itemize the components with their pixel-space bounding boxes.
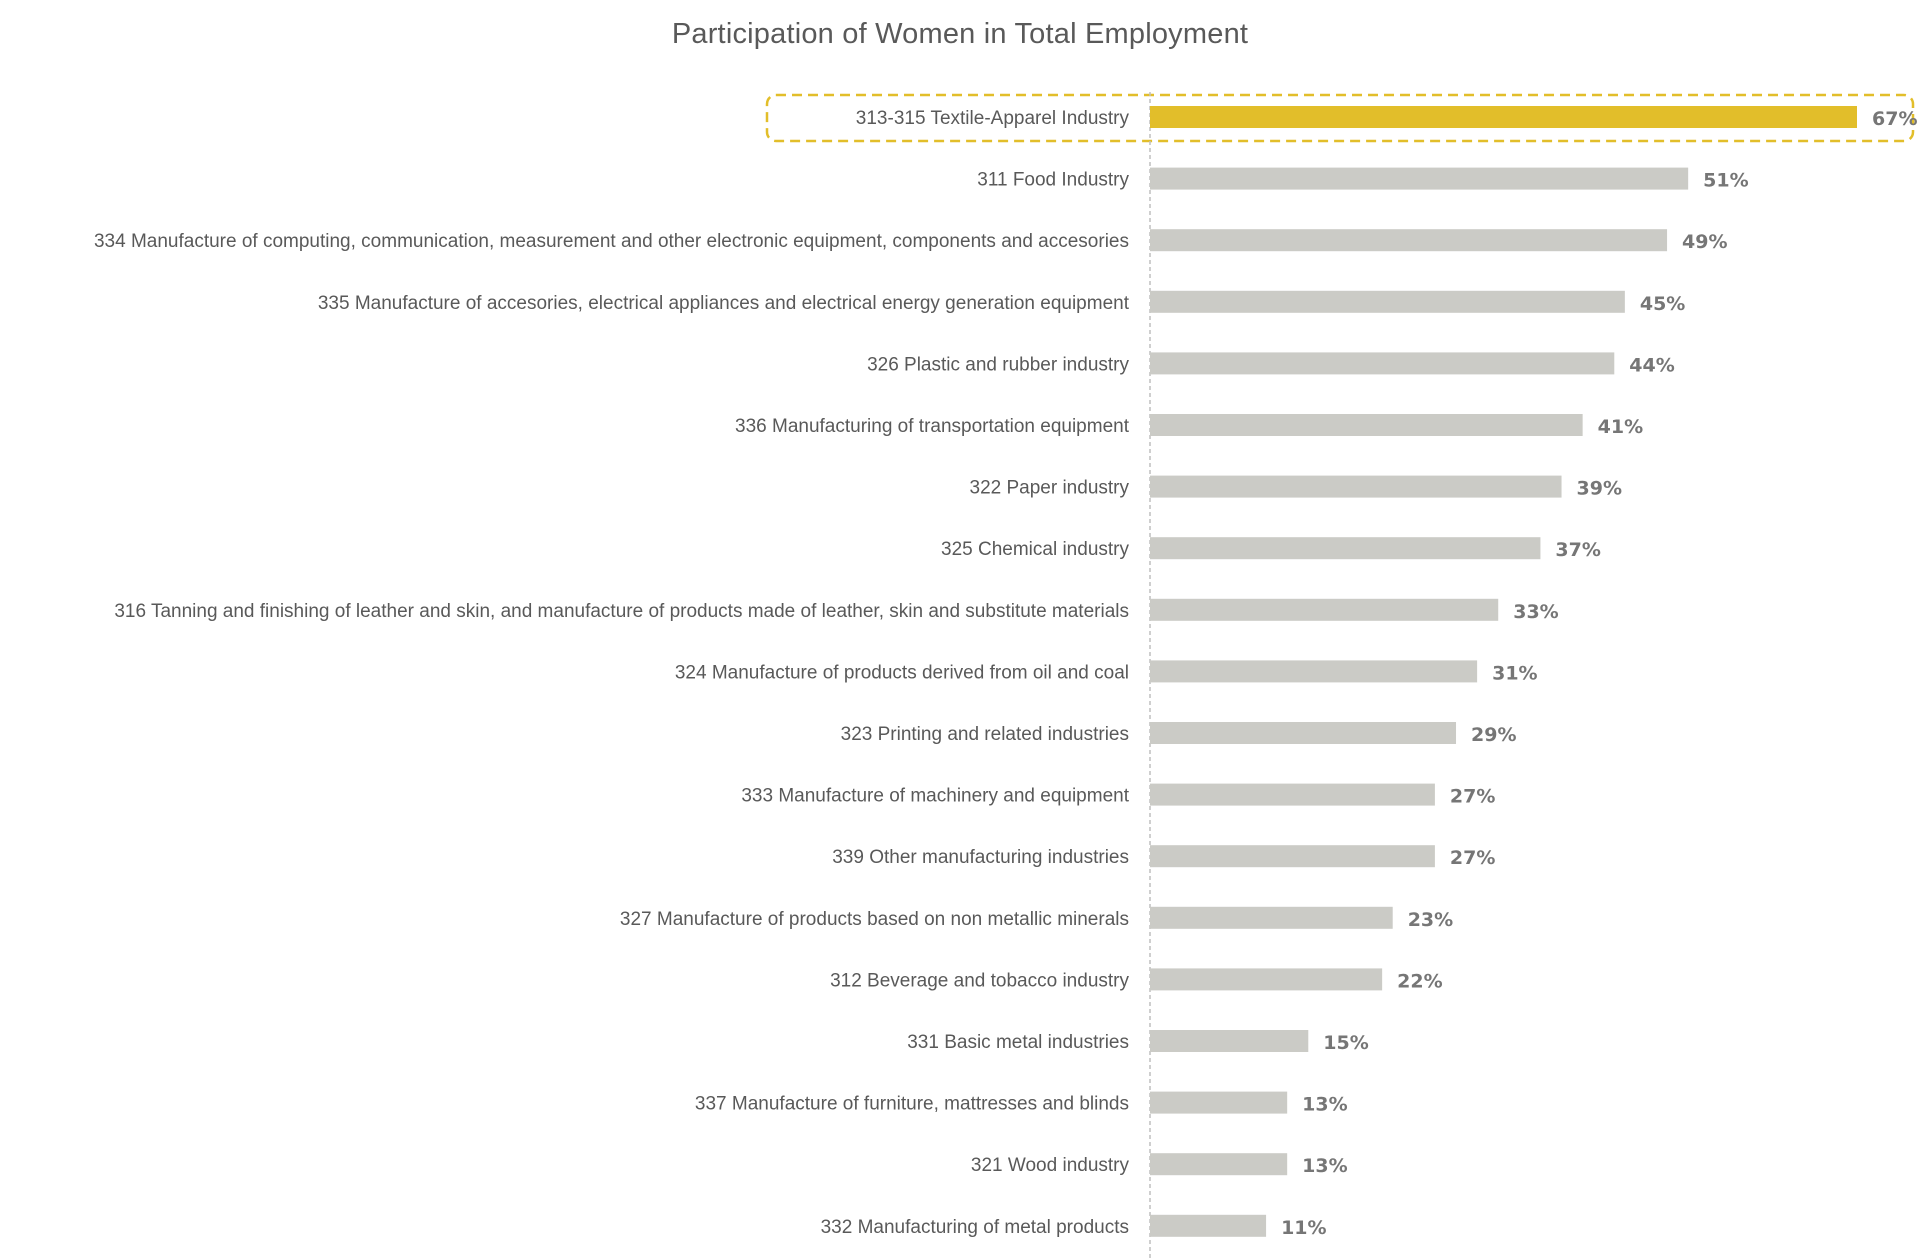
category-label: 336 Manufacturing of transportation equi… (735, 416, 1130, 437)
value-label: 11% (1281, 1217, 1326, 1239)
category-label: 332 Manufacturing of metal products (821, 1217, 1129, 1238)
category-label: 312 Beverage and tobacco industry (830, 970, 1129, 991)
value-label: 29% (1471, 724, 1516, 746)
value-label: 67% (1872, 108, 1917, 130)
value-label: 51% (1703, 170, 1748, 192)
bar (1150, 106, 1857, 128)
category-label: 339 Other manufacturing industries (832, 847, 1129, 868)
value-label: 15% (1323, 1032, 1368, 1054)
value-label: 44% (1629, 354, 1674, 376)
value-label: 45% (1640, 293, 1685, 315)
bar (1150, 783, 1435, 806)
value-label: 23% (1408, 909, 1453, 931)
category-label: 333 Manufacture of machinery and equipme… (741, 786, 1129, 807)
chart-title: Participation of Women in Total Employme… (671, 18, 1249, 50)
bar (1150, 1091, 1288, 1114)
bar (1150, 1153, 1288, 1176)
highlight-box (765, 93, 1915, 143)
bar (1150, 968, 1383, 991)
category-label: 324 Manufacture of products derived from… (675, 662, 1129, 683)
category-label: 321 Wood industry (971, 1155, 1130, 1176)
value-label: 13% (1302, 1094, 1347, 1116)
highlight-layer (765, 93, 1915, 143)
category-label: 327 Manufacture of products based on non… (620, 909, 1129, 930)
category-label: 313-315 Textile-Apparel Industry (856, 108, 1130, 129)
value-label: 27% (1450, 786, 1495, 808)
bar (1150, 537, 1541, 560)
value-label: 49% (1682, 231, 1727, 253)
category-label: 325 Chemical industry (941, 539, 1129, 560)
category-label: 322 Paper industry (970, 478, 1130, 499)
bar (1150, 722, 1457, 744)
bars-layer (1150, 106, 1857, 1237)
bar (1150, 352, 1615, 375)
bar (1150, 660, 1478, 683)
category-label: 311 Food Industry (977, 170, 1129, 191)
value-label: 13% (1302, 1155, 1347, 1177)
bar (1150, 598, 1499, 621)
category-label: 316 Tanning and finishing of leather and… (114, 601, 1129, 622)
value-label: 31% (1492, 662, 1537, 684)
bar (1150, 475, 1562, 498)
value-label: 22% (1397, 970, 1442, 992)
value-label: 39% (1577, 478, 1622, 500)
value-label: 41% (1598, 416, 1643, 438)
category-label: 334 Manufacture of computing, communicat… (94, 231, 1129, 252)
category-label: 326 Plastic and rubber industry (867, 354, 1129, 375)
value-label: 27% (1450, 847, 1495, 869)
bar (1150, 290, 1625, 313)
bar (1150, 167, 1689, 190)
bar (1150, 414, 1583, 436)
category-labels: 313-315 Textile-Apparel Industry 311 Food… (94, 108, 1130, 1238)
bar (1150, 1214, 1267, 1237)
category-label: 323 Printing and related industries (841, 724, 1129, 745)
category-label: 331 Basic metal industries (907, 1032, 1129, 1053)
bar (1150, 1030, 1309, 1052)
bar (1150, 229, 1668, 252)
category-label: 337 Manufacture of furniture, mattresses… (695, 1094, 1129, 1115)
category-label: 335 Manufacture of accesories, electrica… (318, 293, 1130, 314)
value-label: 33% (1513, 601, 1558, 623)
bar (1150, 906, 1393, 929)
value-labels: 67% 51% 49% 45% 44% 41% 39% 37% 33% 31% 29% 27% 27% 2… (1281, 108, 1917, 1239)
value-label: 37% (1555, 539, 1600, 561)
bar (1150, 845, 1435, 868)
